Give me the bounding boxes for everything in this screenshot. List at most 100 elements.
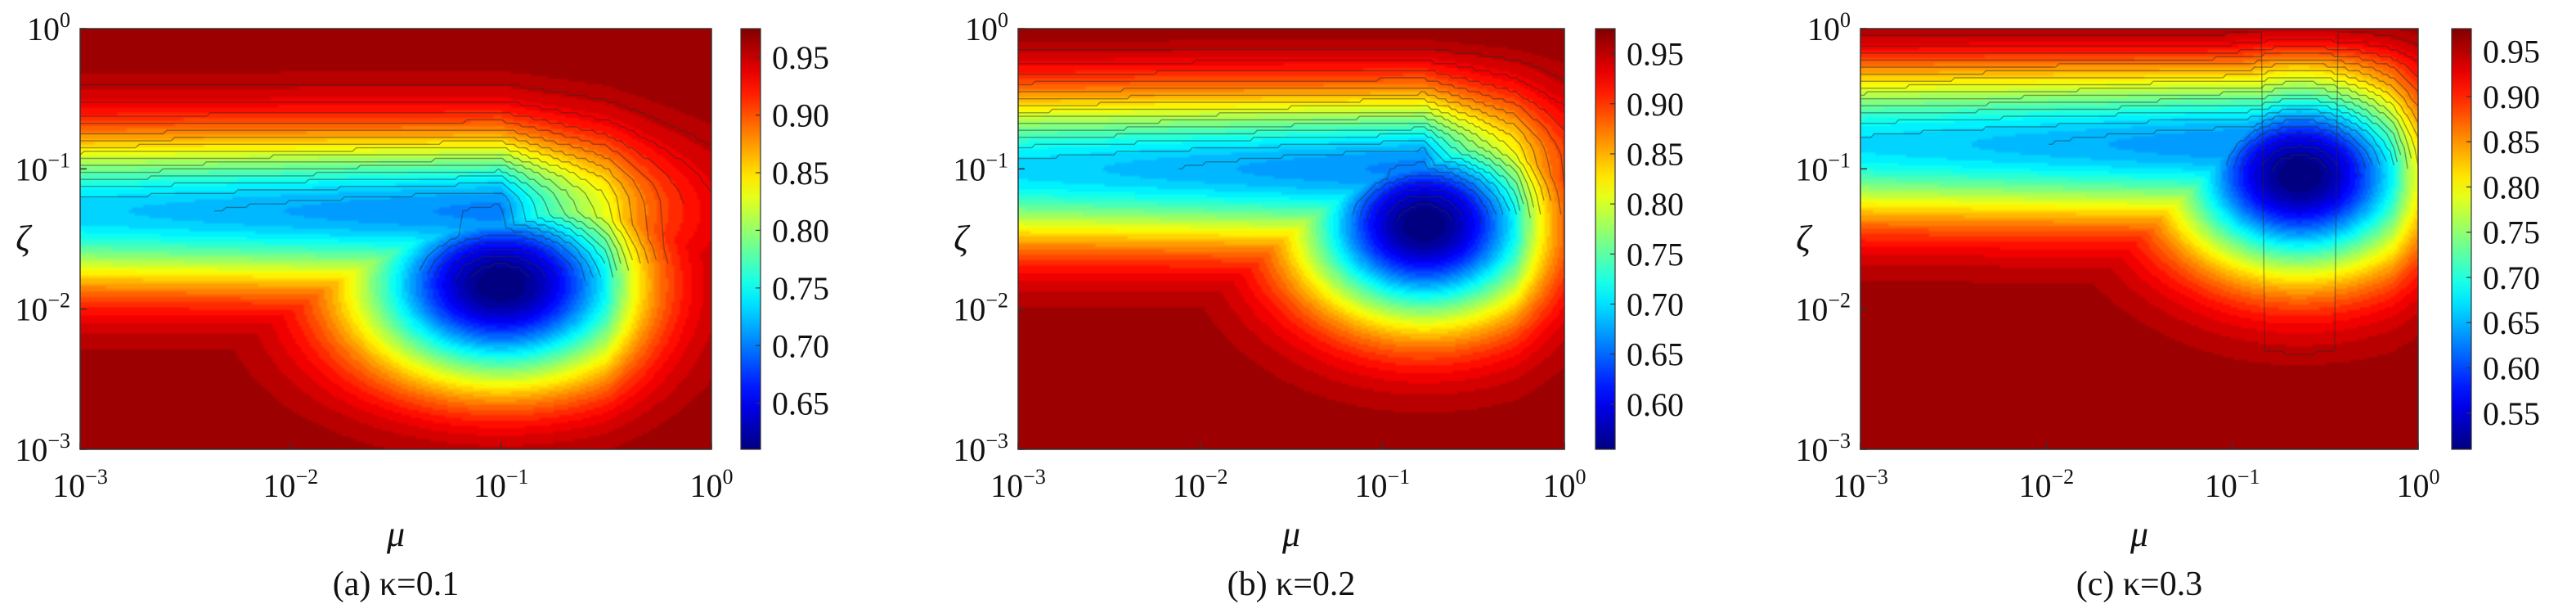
contour-line (1018, 59, 1565, 106)
contour-line (1860, 31, 2419, 356)
contour-line (2225, 119, 2374, 166)
colorbar-gradient (2451, 28, 2472, 450)
contour-line (1860, 52, 2419, 92)
x-tick-label: 10−3 (52, 465, 108, 504)
x-tick-label: 10−1 (2205, 465, 2260, 504)
colorbar-tick-label: 0.80 (1627, 186, 1684, 223)
colorbar-tick-label: 0.60 (2483, 350, 2540, 387)
colorbar: 0.60 0.65 0.70 0.75 0.80 0.85 0.90 0.95 (1595, 28, 1684, 450)
y-tick-label: 100 (27, 8, 70, 47)
contour-line (454, 255, 546, 282)
y-tick-label: 10−1 (15, 148, 70, 187)
contour-line (1018, 133, 1518, 215)
contour-line (80, 165, 617, 271)
contour-line (419, 203, 586, 282)
colorbar-tick-label: 0.95 (772, 39, 829, 76)
panel-caption: (b) κ=0.2 (1227, 566, 1356, 603)
y-tick-label: 10−3 (15, 429, 70, 468)
colorbar-gradient (1595, 28, 1616, 450)
contour-line (434, 241, 567, 278)
contour-line (80, 182, 602, 278)
x-tick-label: 10−3 (1833, 465, 1888, 504)
y-axis-label: ζ (16, 219, 33, 259)
contour-line (80, 83, 711, 146)
y-tick-label: 100 (1807, 8, 1851, 47)
contour-line (80, 112, 684, 205)
contour-field (80, 29, 711, 449)
contour-field (1860, 29, 2418, 449)
colorbar-tick-label: 0.70 (772, 327, 829, 364)
contour-line (80, 154, 630, 271)
contour-line (1860, 38, 2418, 61)
contour-line (1860, 59, 2419, 106)
x-tick-label: 100 (1543, 465, 1586, 504)
y-tick-label: 10−1 (953, 148, 1008, 187)
x-axis-label: μ (2129, 514, 2148, 554)
colorbar-tick-label: 0.80 (772, 212, 829, 249)
contour-field (1018, 29, 1564, 449)
x-tick-label: 10−2 (263, 465, 318, 504)
contour-line (80, 168, 614, 278)
contour-line (2049, 115, 2381, 166)
y-tick-label: 10−3 (1795, 429, 1851, 468)
contour-line (1860, 105, 2394, 166)
colorbar-tick-label: 0.70 (1627, 286, 1684, 323)
contour-line (1018, 49, 1565, 82)
contour-panel-1: 10−3 10−2 10−1 100 10−3 10−2 10−1 100 μ ζ (a) κ=0.… (15, 8, 829, 603)
contour-line (1860, 97, 2399, 162)
x-tick-label: 10−1 (1354, 465, 1410, 504)
plot-frame (1860, 28, 2419, 450)
contour-lines (79, 83, 712, 282)
contour-line (447, 249, 559, 278)
contour-line (2239, 133, 2360, 177)
contour-line (1018, 112, 1535, 208)
y-tick-label: 10−1 (1795, 148, 1851, 187)
x-tick-label: 10−2 (2018, 465, 2074, 504)
contour-lines (1860, 31, 2419, 356)
contour-line (1018, 105, 1542, 215)
x-tick-label: 10−2 (1173, 465, 1228, 504)
colorbar-tick-label: 0.75 (1627, 236, 1684, 273)
contour-line (426, 235, 574, 275)
colorbar-tick-label: 0.95 (2483, 34, 2540, 70)
colorbar-tick-label: 0.65 (1627, 336, 1684, 373)
colorbar-tick-label: 0.70 (2483, 259, 2540, 296)
x-tick-label: 10−3 (990, 465, 1046, 504)
contour-line (1376, 186, 1473, 215)
colorbar-tick-label: 0.90 (772, 97, 829, 134)
x-tick-label: 100 (690, 465, 734, 504)
contour-line (1358, 175, 1490, 219)
contour-line (1860, 63, 2419, 124)
colorbar-tick-label: 0.75 (2483, 214, 2540, 251)
colorbar-tick-label: 0.65 (2483, 304, 2540, 341)
colorbar-tick-label: 0.85 (1627, 136, 1684, 173)
contour-line (1018, 77, 1565, 187)
y-tick-label: 10−3 (953, 429, 1008, 468)
contour-panel-3: 10−3 10−2 10−1 100 10−3 10−2 10−1 100 μ ζ (c) κ=0.… (1795, 8, 2540, 603)
contour-line (80, 137, 649, 264)
contour-line (80, 101, 712, 194)
plot-frame (1017, 28, 1565, 450)
contour-line (80, 129, 657, 260)
contour-line (1860, 108, 2388, 163)
colorbar-tick-label: 0.90 (1627, 86, 1684, 123)
contour-line (1860, 77, 2419, 166)
contour-line (1396, 203, 1452, 222)
contour-line (1178, 146, 1504, 215)
x-axis-label: μ (386, 514, 405, 554)
colorbar-gradient (740, 28, 761, 450)
contour-line (80, 157, 622, 264)
contour-line (1018, 88, 1562, 215)
y-tick-label: 10−2 (1795, 289, 1851, 328)
x-axis-label: μ (1281, 514, 1300, 554)
contour-line (1018, 126, 1521, 211)
contour-line (1018, 122, 1524, 205)
colorbar-tick-label: 0.95 (1627, 36, 1684, 73)
contour-line (80, 175, 606, 264)
contour-line (1860, 45, 2419, 79)
y-tick-label: 10−2 (953, 289, 1008, 328)
colorbar-tick-label: 0.85 (772, 155, 829, 192)
contour-line (1386, 196, 1463, 215)
colorbar-tick-label: 0.55 (2483, 395, 2540, 432)
